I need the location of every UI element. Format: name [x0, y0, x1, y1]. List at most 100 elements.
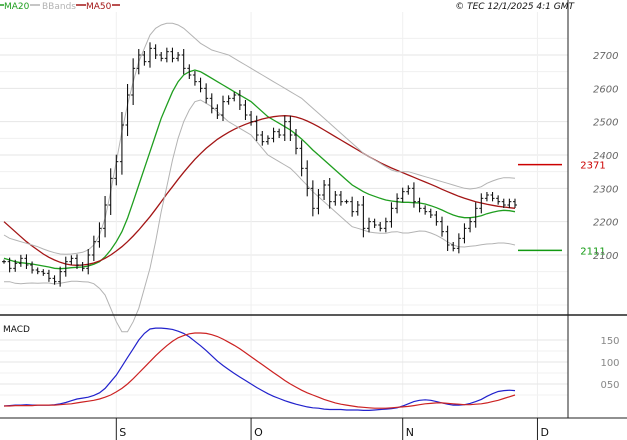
price-bar	[496, 195, 501, 205]
time-label-O: O	[254, 426, 263, 439]
price-bar	[58, 266, 63, 287]
macd-tick-150: 150	[600, 336, 619, 347]
price-bar	[294, 129, 298, 155]
price-bar	[2, 259, 6, 264]
price-tick-2400: 2400	[593, 151, 618, 162]
price-bar	[249, 111, 254, 126]
macd-tick-100: 100	[600, 358, 619, 369]
line-bbandslower	[4, 99, 516, 333]
price-bar	[232, 92, 237, 102]
price-bar	[445, 225, 450, 251]
price-bar	[513, 198, 517, 208]
price-bar	[254, 115, 259, 141]
price-bar	[226, 95, 231, 105]
price-bar	[327, 178, 332, 209]
price-bar	[344, 199, 349, 204]
line-bbandsupper	[3, 22, 516, 255]
price-level-markers: 2371 2111	[518, 161, 606, 257]
price-bar	[46, 269, 51, 282]
price-bar	[63, 256, 68, 277]
price-bar	[468, 217, 473, 233]
price-bar	[108, 168, 113, 215]
price-bar	[473, 202, 478, 228]
price-bar	[378, 222, 383, 232]
macd-tick-50: 050	[600, 380, 619, 391]
time-axis: SOND25	[115, 418, 549, 440]
price-bar	[148, 42, 152, 68]
price-bar	[282, 115, 287, 141]
price-bar	[462, 223, 467, 244]
price-tick-2100: 2100	[593, 251, 618, 262]
price-bar	[18, 254, 23, 267]
price-bar	[7, 257, 12, 273]
price-tick-2300: 2300	[593, 184, 618, 195]
price-bar	[428, 208, 433, 218]
price-bar	[423, 205, 428, 215]
price-bar	[395, 193, 400, 214]
price-bar	[367, 217, 371, 233]
price-bar	[260, 131, 265, 146]
price-bar	[456, 233, 461, 254]
macd-axis-ticks: 050 100 150	[600, 336, 619, 391]
price-bar	[80, 262, 85, 272]
price-bar	[125, 84, 130, 136]
chart-legend: MA20 BBands MA50	[0, 2, 120, 12]
price-bar	[192, 71, 197, 86]
price-bar	[265, 135, 270, 145]
price-bar	[170, 47, 175, 63]
price-bar	[35, 267, 40, 275]
price-bar	[114, 154, 119, 186]
price-bar	[41, 269, 46, 276]
price-bar	[305, 160, 310, 197]
price-bar	[131, 58, 136, 105]
price-tick-2700: 2700	[593, 51, 618, 62]
macd-lines	[3, 327, 516, 411]
price-axis-ticks: 2100 2200 2300 2400 2500 2600 2700	[593, 51, 618, 262]
price-bar	[209, 93, 214, 114]
price-bar	[69, 255, 74, 265]
price-bar	[507, 198, 512, 208]
price-bar	[187, 64, 192, 79]
level-marker-label-2371: 2371	[580, 161, 605, 172]
price-bar	[30, 261, 35, 274]
macd-line-macd	[3, 327, 516, 411]
price-bar	[176, 52, 181, 62]
price-bar	[479, 193, 484, 214]
macd-grid	[0, 339, 568, 396]
price-bar	[299, 140, 304, 177]
price-bar	[103, 196, 108, 238]
price-bar	[389, 202, 394, 228]
price-bar	[215, 104, 220, 119]
line-ma50	[3, 115, 516, 266]
price-bar	[417, 197, 422, 213]
legend-ma20-label: MA20	[4, 2, 30, 12]
price-bar	[406, 185, 411, 195]
price-bar	[52, 275, 57, 285]
price-tick-2600: 2600	[593, 84, 618, 95]
price-bar	[322, 180, 327, 200]
price-bar	[434, 211, 439, 226]
price-grid	[0, 12, 568, 418]
price-bar	[198, 77, 203, 93]
price-bar	[97, 222, 102, 248]
price-bar	[136, 49, 141, 75]
price-tick-2500: 2500	[593, 118, 618, 129]
time-label-S: S	[119, 426, 126, 439]
price-bar	[310, 180, 315, 217]
price-bar	[338, 191, 343, 206]
price-bar	[372, 218, 377, 228]
price-bar	[277, 128, 282, 138]
price-bar	[153, 44, 158, 59]
price-bar	[24, 254, 29, 269]
time-label-N: N	[406, 426, 414, 439]
price-tick-2200: 2200	[593, 218, 618, 229]
price-bar	[159, 52, 164, 62]
price-bar	[204, 83, 209, 104]
macd-line-signal	[4, 332, 516, 409]
price-bar	[411, 182, 416, 208]
price-bar	[316, 189, 321, 215]
price-bar	[501, 198, 506, 208]
price-bar	[86, 249, 91, 275]
price-bar	[142, 51, 147, 66]
